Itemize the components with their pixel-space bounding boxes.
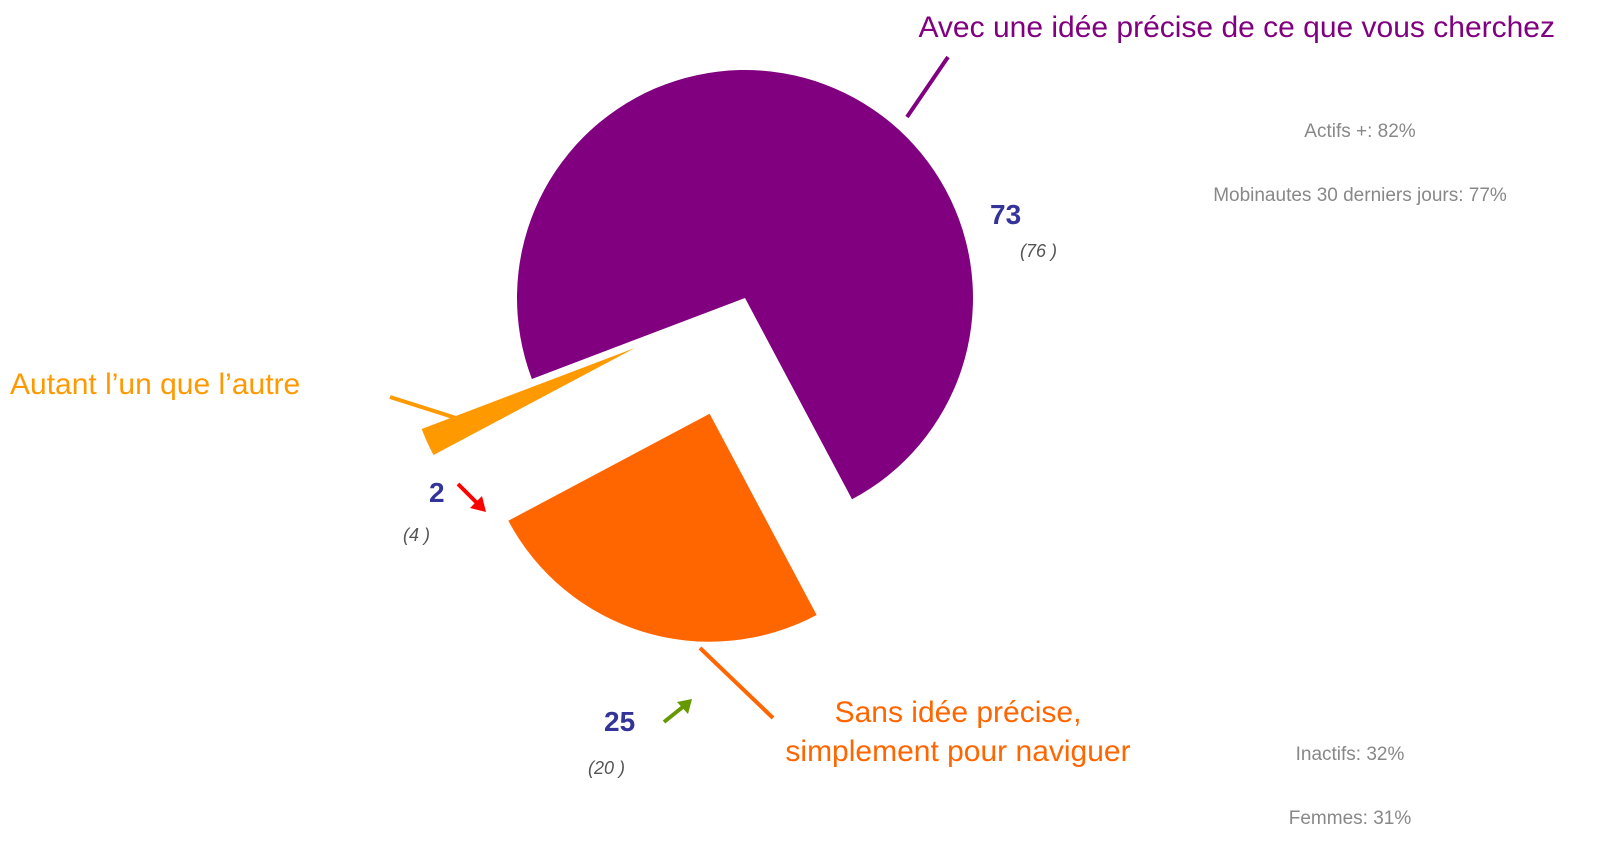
- trend-down-arrow: [456, 482, 486, 512]
- previous-label: (76 ): [1020, 241, 1058, 261]
- trend-up-arrow: [662, 699, 692, 724]
- leader-line: [389, 395, 479, 427]
- value-label: 25: [604, 706, 636, 737]
- note: Femmes: 31%: [1288, 808, 1412, 829]
- value-label: 2: [429, 477, 445, 508]
- previous-label: (4 ): [403, 525, 430, 545]
- note: Inactifs: 32%: [1295, 744, 1405, 765]
- category-label: Autant l’un que l’autre: [10, 368, 301, 401]
- pie-slice: [516, 69, 973, 500]
- leader-line: [905, 55, 950, 119]
- note-group: Actifs +: 82% Mobinautes 30 derniers jou…: [1130, 84, 1590, 244]
- value-label: 73: [990, 199, 1022, 230]
- note-group: Inactifs: 32% Femmes: 31%: [1200, 707, 1500, 867]
- category-label: Sans idée précise, simplement pour navig…: [785, 696, 1131, 768]
- page: Avec une idée précise de ce que vous che…: [10, 11, 1590, 829]
- category-label: Avec une idée précise de ce que vous che…: [918, 11, 1555, 44]
- chart: [389, 55, 973, 724]
- pie-slice: [508, 413, 817, 642]
- note: Actifs +: 82%: [1304, 121, 1416, 142]
- previous-label: (20 ): [588, 758, 626, 778]
- pie-slice: [421, 347, 635, 456]
- note: Mobinautes 30 derniers jours: 77%: [1213, 185, 1507, 206]
- leader-line: [698, 646, 775, 720]
